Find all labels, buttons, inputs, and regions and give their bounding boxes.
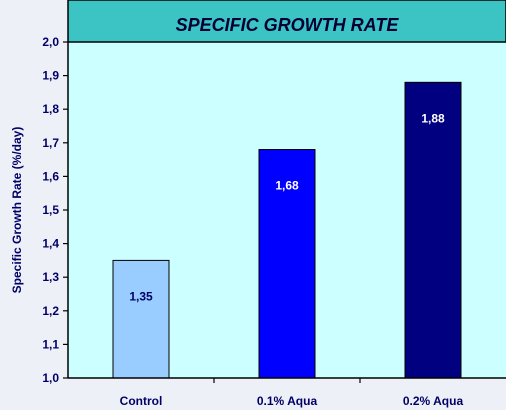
y-tick-label: 1,8 [42, 102, 59, 116]
y-tick-label: 2,0 [42, 35, 59, 49]
y-tick-label: 1,5 [42, 203, 59, 217]
chart-title: SPECIFIC GROWTH RATE [176, 15, 400, 35]
x-tick-label: Control [120, 394, 163, 408]
y-tick-label: 1,4 [42, 237, 59, 251]
y-tick-label: 1,7 [42, 136, 59, 150]
bar-value-label: 1,68 [275, 179, 299, 193]
x-tick-label: 0.2% Aqua [403, 394, 464, 408]
bar-value-label: 1,35 [129, 289, 153, 303]
bar [112, 259, 170, 379]
y-tick-label: 1,6 [42, 169, 59, 183]
y-tick-label: 1,3 [42, 270, 59, 284]
y-tick-label: 1,2 [42, 304, 59, 318]
y-tick-label: 1,9 [42, 69, 59, 83]
y-tick-label: 1,1 [42, 337, 59, 351]
bar [404, 81, 462, 379]
y-axis-label: Specific Growth Rate (%/day) [10, 127, 24, 294]
x-tick-label: 0.1% Aqua [257, 394, 318, 408]
title-banner [67, 0, 506, 43]
y-tick-label: 1,0 [42, 371, 59, 385]
bar-value-label: 1,88 [421, 111, 445, 125]
